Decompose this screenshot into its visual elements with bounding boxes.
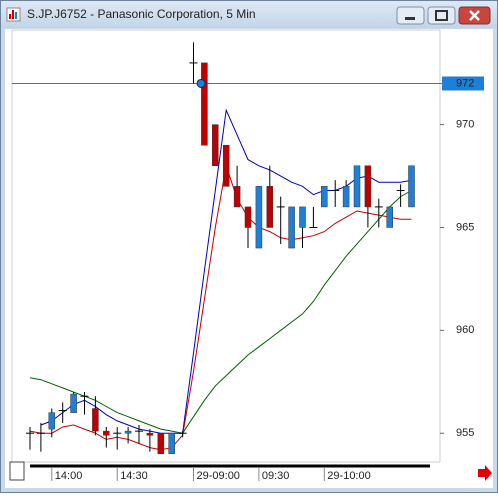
candle-body [157, 432, 165, 455]
app-icon-bar [9, 14, 11, 19]
candle-body [342, 186, 350, 208]
crosshair-dot [196, 78, 206, 88]
candle-body [212, 124, 219, 167]
app-icon-bar [12, 10, 14, 19]
candle-body [288, 206, 295, 249]
candle-body [124, 430, 132, 434]
candle-body [266, 186, 274, 228]
candle-body [364, 165, 372, 208]
maximize-button[interactable] [427, 6, 456, 25]
close-button[interactable] [458, 6, 491, 25]
candle-body [386, 206, 393, 228]
x-tick-label: 29-10:00 [327, 470, 370, 482]
moving-average-line [40, 108, 412, 434]
candle-body [353, 165, 361, 208]
moving-average-line [29, 165, 412, 451]
candle-body [233, 186, 241, 208]
candle-body [168, 432, 175, 455]
window-title: S.JP.J6752 - Panasonic Corporation, 5 Mi… [27, 7, 256, 21]
scroll-right-arrow[interactable] [478, 465, 492, 481]
moving-average-line [29, 190, 412, 434]
candle-body [48, 412, 56, 430]
app-icon-bar [15, 12, 17, 19]
candle-body [70, 393, 77, 413]
x-tick-label: 29-09:00 [197, 470, 240, 482]
y-tick-label: 960 [456, 324, 474, 336]
candle-body [201, 62, 208, 146]
candle-body [146, 432, 154, 436]
scroll-thumb[interactable] [9, 461, 25, 481]
candle-body [92, 408, 99, 432]
price-tag [442, 76, 484, 91]
y-tick-label: 955 [456, 427, 474, 439]
candle-body [103, 430, 110, 436]
candle-body [299, 206, 306, 228]
candle-body [321, 186, 328, 208]
candle-body [255, 186, 263, 249]
price-tag-label: 972 [456, 77, 474, 89]
candle-body [244, 206, 252, 228]
x-tick-label: 09:30 [262, 470, 290, 482]
minimize-button[interactable] [396, 6, 425, 25]
plot-area [11, 29, 441, 463]
candle-body [408, 165, 415, 208]
y-tick-label: 965 [456, 221, 474, 233]
y-tick-label: 970 [456, 119, 474, 131]
x-tick-label: 14:00 [55, 470, 83, 482]
candle-body [222, 144, 230, 187]
x-tick-label: 14:30 [120, 470, 148, 482]
